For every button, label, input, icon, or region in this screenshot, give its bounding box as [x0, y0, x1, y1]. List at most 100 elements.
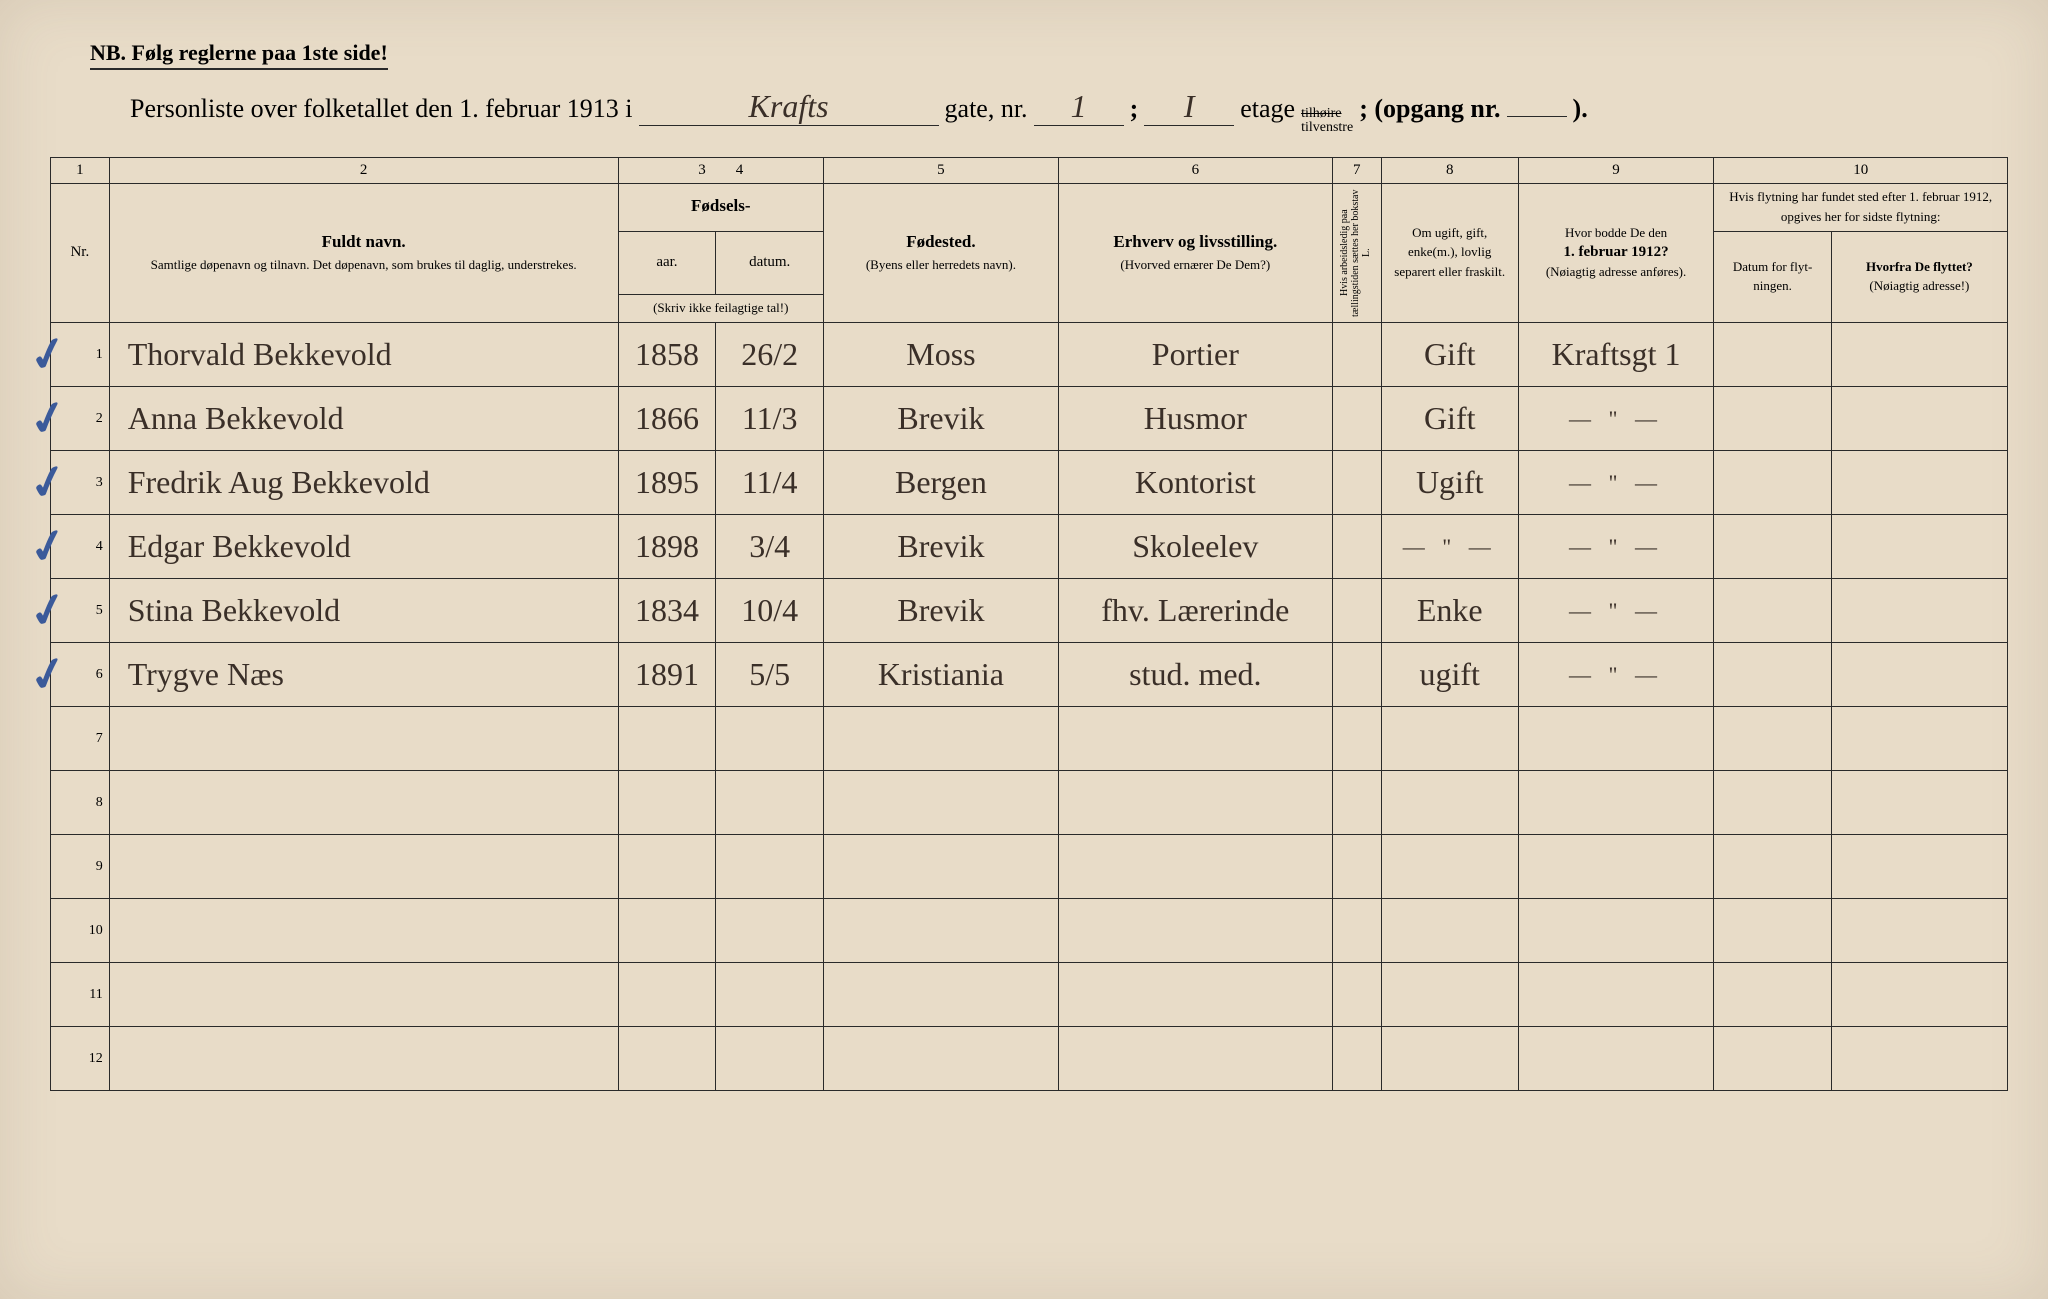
hdr-aar: aar.	[618, 232, 716, 295]
date-cell: 26/2	[716, 323, 824, 387]
table-row: 9	[51, 835, 2008, 899]
unemployed-cell	[1332, 643, 1381, 707]
movedate-cell	[1714, 899, 1831, 963]
addr1912-cell: — " —	[1518, 451, 1714, 515]
birthplace-cell: Kristiania	[824, 643, 1059, 707]
name-cell: Edgar Bekkevold	[109, 515, 618, 579]
movefrom-cell	[1831, 579, 2007, 643]
movefrom-cell	[1831, 323, 2007, 387]
unemployed-cell	[1332, 387, 1381, 451]
year-cell: 1891	[618, 643, 716, 707]
colnum-1: 1	[51, 158, 110, 184]
birthplace-cell	[824, 835, 1059, 899]
occupation-cell	[1058, 1027, 1332, 1091]
birthplace-cell	[824, 899, 1059, 963]
name-cell: Anna Bekkevold	[109, 387, 618, 451]
movedate-cell	[1714, 963, 1831, 1027]
name-cell: Thorvald Bekkevold	[109, 323, 618, 387]
movefrom-cell	[1831, 771, 2007, 835]
row-number-cell: ✓6	[51, 643, 110, 707]
colnum-8: 8	[1381, 158, 1518, 184]
status-cell	[1381, 1027, 1518, 1091]
hdr-erhverv: Erhverv og livsstilling. (Hvorved ernære…	[1058, 184, 1332, 323]
addr1912-cell: — " —	[1518, 387, 1714, 451]
colnum-10: 10	[1714, 158, 2008, 184]
table-row: ✓3Fredrik Aug Bekkevold189511/4BergenKon…	[51, 451, 2008, 515]
tilhoire: tilhøire	[1301, 107, 1353, 121]
hdr-fodsels: Fødsels-	[618, 184, 823, 232]
nb-header: NB. Følg reglerne paa 1ste side!	[90, 40, 2008, 70]
name-cell	[109, 707, 618, 771]
table-row: 7	[51, 707, 2008, 771]
street-name: Krafts	[749, 88, 829, 124]
date-cell: 11/4	[716, 451, 824, 515]
date-cell: 11/3	[716, 387, 824, 451]
hdr-fodested: Fødested. (Byens eller herredets navn).	[824, 184, 1059, 323]
birthplace-cell: Brevik	[824, 579, 1059, 643]
status-cell	[1381, 771, 1518, 835]
checkmark-icon: ✓	[24, 324, 73, 385]
occupation-cell: Skoleelev	[1058, 515, 1332, 579]
birthplace-cell: Bergen	[824, 451, 1059, 515]
date-cell	[716, 899, 824, 963]
movedate-cell	[1714, 643, 1831, 707]
name-cell	[109, 835, 618, 899]
unemployed-cell	[1332, 963, 1381, 1027]
birthplace-cell: Brevik	[824, 387, 1059, 451]
name-cell	[109, 771, 618, 835]
hdr-1912: Hvor bodde De den 1. februar 1912? (Nøia…	[1518, 184, 1714, 323]
date-cell	[716, 707, 824, 771]
hdr-flytning: Hvis flytning har fundet sted efter 1. f…	[1714, 184, 2008, 232]
etage-nr: I	[1184, 88, 1195, 124]
unemployed-cell	[1332, 323, 1381, 387]
movefrom-cell	[1831, 835, 2007, 899]
year-cell	[618, 899, 716, 963]
title-prefix: Personliste over folketallet den 1. febr…	[130, 94, 633, 124]
unemployed-cell	[1332, 451, 1381, 515]
gate-nr-blank: 1	[1034, 88, 1124, 126]
movefrom-cell	[1831, 387, 2007, 451]
census-form-page: NB. Følg reglerne paa 1ste side! Personl…	[0, 0, 2048, 1299]
hdr-arbeidsledig: Hvis arbeidsledig paa tællingstiden sætt…	[1332, 184, 1381, 323]
table-row: ✓2Anna Bekkevold186611/3BrevikHusmorGift…	[51, 387, 2008, 451]
checkmark-icon: ✓	[24, 452, 73, 513]
movedate-cell	[1714, 515, 1831, 579]
hdr-name: Fuldt navn. Samtlige døpenavn og tilnavn…	[109, 184, 618, 323]
column-number-row: 1 2 3 4 5 6 7 8 9 10	[51, 158, 2008, 184]
etage-nr-blank: I	[1144, 88, 1234, 126]
date-cell	[716, 963, 824, 1027]
unemployed-cell	[1332, 835, 1381, 899]
occupation-cell: fhv. Lærerinde	[1058, 579, 1332, 643]
checkmark-icon: ✓	[24, 644, 73, 705]
row-number-cell: 8	[51, 771, 110, 835]
row-number-cell: ✓1	[51, 323, 110, 387]
row-number-cell: ✓3	[51, 451, 110, 515]
header-row-1: Nr. Fuldt navn. Samtlige døpenavn og til…	[51, 184, 2008, 232]
year-cell	[618, 1027, 716, 1091]
addr1912-cell	[1518, 963, 1714, 1027]
tilhoire-tilvenstre: tilhøire tilvenstre	[1301, 107, 1353, 135]
status-cell: ugift	[1381, 643, 1518, 707]
addr1912-cell: Kraftsgt 1	[1518, 323, 1714, 387]
addr1912-cell	[1518, 899, 1714, 963]
year-cell: 1898	[618, 515, 716, 579]
occupation-cell	[1058, 835, 1332, 899]
addr1912-cell: — " —	[1518, 515, 1714, 579]
birthplace-cell	[824, 1027, 1059, 1091]
row-number-cell: 9	[51, 835, 110, 899]
unemployed-cell	[1332, 579, 1381, 643]
movefrom-cell	[1831, 1027, 2007, 1091]
table-row: 10	[51, 899, 2008, 963]
hdr-status: Om ugift, gift, enke(m.), lovlig separer…	[1381, 184, 1518, 323]
occupation-cell	[1058, 963, 1332, 1027]
birthplace-cell	[824, 963, 1059, 1027]
form-title-row: Personliste over folketallet den 1. febr…	[130, 88, 2008, 135]
name-cell	[109, 1027, 618, 1091]
tilvenstre: tilvenstre	[1301, 121, 1353, 135]
status-cell: Enke	[1381, 579, 1518, 643]
year-cell: 1858	[618, 323, 716, 387]
name-cell: Stina Bekkevold	[109, 579, 618, 643]
movedate-cell	[1714, 1027, 1831, 1091]
opgang-label: ; (opgang nr.	[1359, 94, 1500, 124]
census-table: 1 2 3 4 5 6 7 8 9 10 Nr. Fuldt navn. Sam…	[50, 157, 2008, 1091]
